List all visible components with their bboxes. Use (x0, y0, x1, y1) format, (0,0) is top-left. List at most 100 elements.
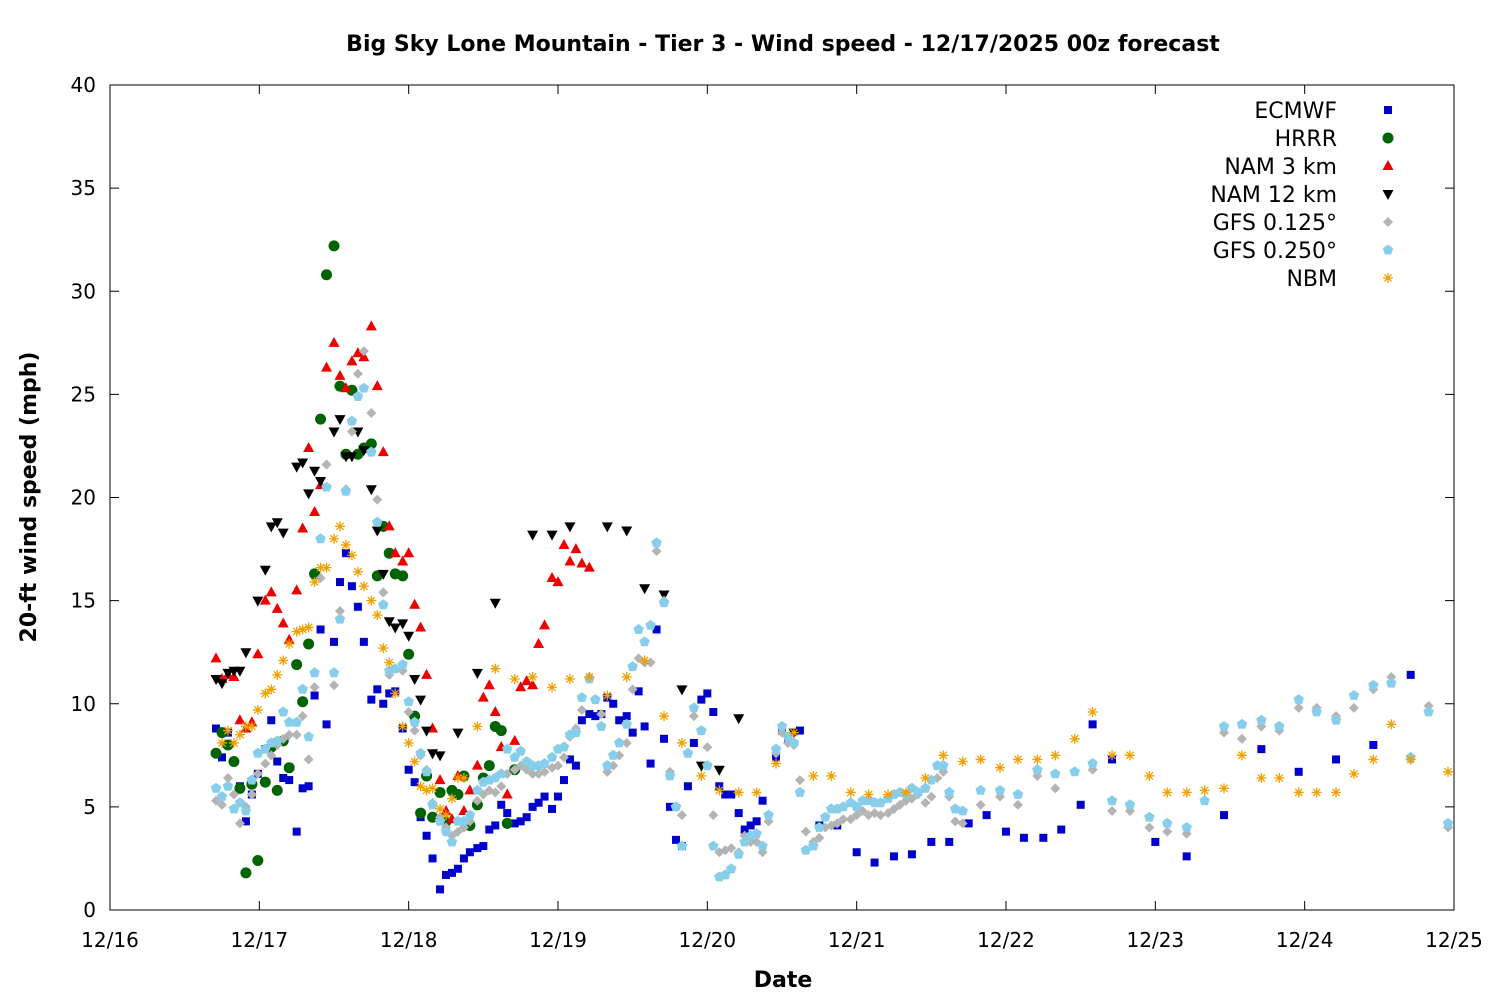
data-point (528, 802, 537, 811)
data-point (1386, 677, 1397, 688)
data-point (409, 725, 420, 736)
x-tick-label: 12/21 (828, 928, 886, 952)
data-point (217, 799, 227, 810)
data-point (957, 805, 968, 816)
data-point (309, 577, 320, 588)
data-point (458, 773, 469, 783)
data-point (571, 761, 580, 770)
data-point (1386, 719, 1397, 730)
legend-marker (1382, 190, 1394, 200)
data-point (1218, 720, 1230, 731)
data-point (564, 674, 575, 684)
data-point (329, 680, 339, 691)
data-point (1293, 694, 1304, 705)
legend-marker (1382, 160, 1394, 170)
data-point (291, 462, 303, 473)
data-point (1257, 745, 1266, 754)
data-point (920, 773, 931, 783)
legend-label: HRRR (1275, 127, 1337, 152)
data-point (576, 557, 588, 568)
data-point (483, 679, 495, 690)
data-point (763, 809, 774, 820)
data-point (912, 786, 924, 797)
data-point (415, 695, 427, 706)
data-point (291, 659, 303, 671)
data-point (464, 784, 476, 795)
data-point (788, 727, 799, 738)
data-point (758, 796, 767, 805)
data-point (271, 518, 283, 529)
data-point (452, 728, 464, 739)
data-point (1162, 817, 1173, 828)
data-point (651, 537, 662, 548)
data-point (515, 681, 527, 692)
data-point (334, 613, 346, 624)
data-point (1144, 770, 1155, 781)
y-tick-label: 0 (83, 898, 96, 922)
data-point (447, 868, 456, 877)
data-point (1368, 679, 1379, 690)
data-point (671, 835, 680, 844)
data-point (1162, 787, 1173, 798)
data-point (832, 818, 843, 829)
legend-label: GFS 0.125° (1213, 211, 1337, 236)
data-point (367, 695, 376, 704)
data-point (596, 720, 607, 731)
data-point (315, 533, 326, 544)
data-point (920, 797, 931, 808)
data-point (352, 390, 364, 401)
data-point (564, 522, 576, 533)
data-point (1012, 754, 1023, 765)
data-point (372, 494, 383, 505)
series-gfs-0-250 (210, 382, 1454, 882)
data-point (435, 803, 446, 814)
data-point (321, 562, 332, 573)
data-point (770, 743, 782, 754)
data-point (1124, 799, 1136, 810)
data-point (265, 522, 277, 533)
data-point (472, 784, 483, 795)
data-point (689, 738, 698, 747)
data-point (584, 671, 595, 682)
data-point (222, 668, 234, 679)
data-point (646, 759, 655, 768)
data-point (676, 737, 687, 748)
data-point (246, 774, 258, 785)
data-point (814, 832, 825, 843)
data-point (703, 689, 712, 698)
data-point (298, 784, 307, 793)
data-point (820, 811, 831, 822)
data-point (291, 584, 303, 595)
y-tick-label: 5 (83, 795, 96, 819)
data-point (975, 754, 986, 765)
data-point (709, 708, 718, 716)
data-point (688, 711, 699, 722)
data-point (285, 776, 294, 785)
data-point (436, 885, 445, 894)
data-point (252, 704, 263, 715)
data-point (222, 780, 234, 791)
data-point (659, 711, 670, 722)
data-point (410, 778, 419, 787)
data-point (240, 805, 252, 816)
data-point (397, 570, 409, 582)
data-point (441, 810, 451, 821)
data-point (277, 617, 289, 628)
data-point (1199, 785, 1210, 796)
data-point (907, 850, 916, 859)
data-point (353, 602, 362, 611)
data-point (558, 752, 569, 763)
data-point (1442, 817, 1454, 828)
data-point (1012, 799, 1023, 810)
data-point (216, 791, 228, 801)
data-point (272, 669, 283, 680)
data-point (322, 720, 331, 729)
data-point (546, 571, 558, 582)
data-point (442, 870, 450, 879)
data-point (409, 598, 421, 609)
data-point (614, 737, 625, 748)
data-point (975, 799, 986, 810)
data-point (241, 817, 250, 826)
data-point (950, 816, 961, 827)
data-point (696, 725, 707, 735)
